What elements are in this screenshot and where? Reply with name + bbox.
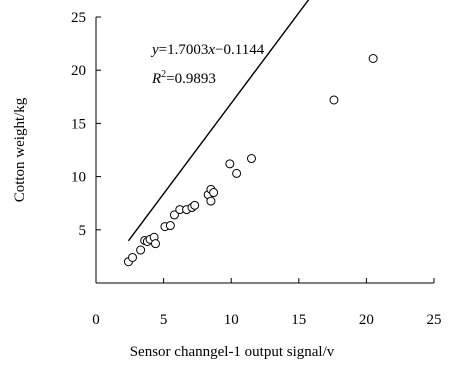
equation-y: y — [150, 42, 159, 58]
data-point — [225, 159, 235, 169]
data-point — [206, 196, 216, 206]
y-tick-label: 15 — [71, 116, 86, 132]
x-tick-label: 20 — [359, 312, 374, 328]
x-tick-label: 0 — [92, 312, 100, 328]
equation-x: x — [207, 42, 215, 58]
r-squared-annotation: R2=0.9893 — [151, 69, 216, 87]
regression-line — [127, 0, 310, 242]
data-point — [128, 252, 138, 262]
y-tick-label: 5 — [79, 223, 87, 239]
x-tick-label: 15 — [291, 312, 306, 328]
equation-slope: =1.7003 — [159, 42, 209, 58]
r-squared-superscript: 2 — [161, 69, 166, 80]
data-point — [329, 95, 339, 105]
r-squared-r: R — [151, 71, 161, 87]
data-point — [169, 210, 179, 220]
x-tick-label: 10 — [224, 312, 239, 328]
data-point — [136, 245, 146, 255]
x-tick-label: 25 — [427, 312, 442, 328]
data-point — [246, 154, 256, 164]
y-tick-label: 10 — [71, 170, 86, 186]
data-point — [165, 221, 175, 231]
x-tick-label: 5 — [160, 312, 168, 328]
x-axis-ticks: 0 5 10 15 20 25 — [92, 278, 442, 328]
data-point — [209, 188, 219, 198]
data-point — [150, 239, 160, 249]
y-axis-ticks: 5 10 15 20 25 — [71, 10, 101, 239]
r-squared-value: =0.9893 — [166, 71, 216, 87]
data-point — [368, 53, 378, 63]
data-point — [232, 168, 242, 178]
y-tick-label: 20 — [71, 63, 86, 79]
y-tick-label: 25 — [71, 10, 86, 26]
regression-equation: y=1.7003x−0.1144 — [150, 42, 265, 58]
data-point — [190, 200, 200, 210]
equation-intercept: −0.1144 — [215, 42, 265, 58]
data-points — [123, 53, 378, 267]
y-axis-label: Cotton weight/kg — [12, 97, 28, 202]
x-axis-label: Sensor channgel-1 output signal/v — [130, 344, 335, 360]
